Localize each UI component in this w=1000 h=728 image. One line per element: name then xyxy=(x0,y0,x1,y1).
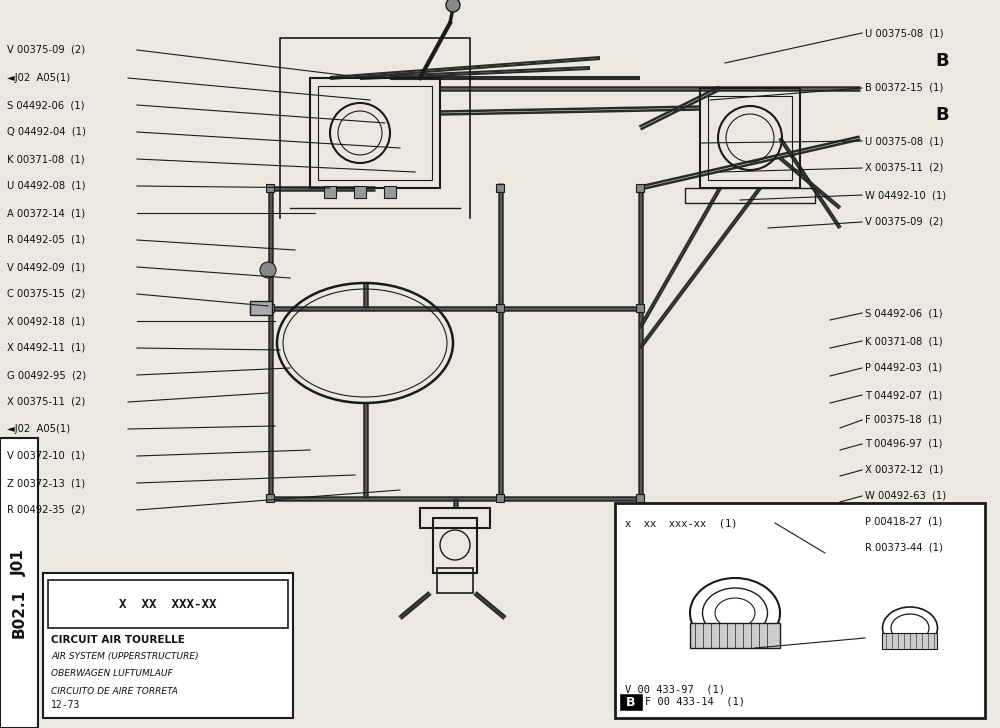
Bar xyxy=(420,508,490,528)
Text: V 00375-09  (2): V 00375-09 (2) xyxy=(865,217,943,227)
Bar xyxy=(700,88,800,188)
Text: V 04492-09  (1): V 04492-09 (1) xyxy=(7,262,85,272)
Text: P 04492-03  (1): P 04492-03 (1) xyxy=(865,363,942,373)
Bar xyxy=(266,184,274,192)
Text: Z 00372-13  (1): Z 00372-13 (1) xyxy=(7,478,85,488)
Bar xyxy=(882,633,937,649)
Text: S 04492-06  (1): S 04492-06 (1) xyxy=(865,308,942,318)
Bar xyxy=(620,694,642,710)
Text: W 00492-63  (1): W 00492-63 (1) xyxy=(865,491,946,501)
Bar xyxy=(636,304,644,312)
Text: K 00371-08  (1): K 00371-08 (1) xyxy=(7,154,85,164)
Bar xyxy=(690,623,780,648)
Text: R 00492-35  (2): R 00492-35 (2) xyxy=(7,505,85,515)
Text: X 00375-11  (2): X 00375-11 (2) xyxy=(7,397,85,407)
Bar xyxy=(354,186,366,198)
Text: J01: J01 xyxy=(12,550,26,577)
Text: CIRCUIT AIR TOURELLE: CIRCUIT AIR TOURELLE xyxy=(51,635,185,645)
Text: U 04492-08  (1): U 04492-08 (1) xyxy=(7,181,86,191)
Circle shape xyxy=(260,262,276,278)
Bar xyxy=(433,518,477,573)
Bar xyxy=(43,573,293,718)
Text: V 00372-10  (1): V 00372-10 (1) xyxy=(7,451,85,461)
Text: U 00375-08  (1): U 00375-08 (1) xyxy=(865,136,944,146)
Text: B: B xyxy=(626,695,636,708)
Text: X 04492-11  (1): X 04492-11 (1) xyxy=(7,343,85,353)
Text: x  xx  xxx-xx  (1): x xx xxx-xx (1) xyxy=(625,518,738,528)
Bar xyxy=(496,494,504,502)
Text: K 00371-08  (1): K 00371-08 (1) xyxy=(865,336,943,346)
Bar xyxy=(615,503,985,718)
Bar xyxy=(318,86,432,180)
Text: V 00 433-97  (1): V 00 433-97 (1) xyxy=(625,685,725,695)
Bar xyxy=(496,304,504,312)
Text: ◄J02  A05(1): ◄J02 A05(1) xyxy=(7,424,70,434)
Text: A 00372-14  (1): A 00372-14 (1) xyxy=(7,208,85,218)
Text: G 00492-95  (2): G 00492-95 (2) xyxy=(7,370,86,380)
Text: S 04492-06  (1): S 04492-06 (1) xyxy=(7,100,84,110)
Bar xyxy=(250,301,272,315)
Text: P 00418-27  (1): P 00418-27 (1) xyxy=(865,517,942,527)
Bar xyxy=(48,580,288,628)
Bar xyxy=(0,438,38,728)
Text: AIR SYSTEM (UPPERSTRUCTURE): AIR SYSTEM (UPPERSTRUCTURE) xyxy=(51,652,199,662)
Text: W 04492-10  (1): W 04492-10 (1) xyxy=(865,190,946,200)
Text: T 00496-97  (1): T 00496-97 (1) xyxy=(865,439,942,449)
Text: OBERWAGEN LUFTUMLAUF: OBERWAGEN LUFTUMLAUF xyxy=(51,670,173,678)
Text: B 00372-15  (1): B 00372-15 (1) xyxy=(865,83,943,93)
Bar xyxy=(437,568,473,593)
Text: X  XX  XXX-XX: X XX XXX-XX xyxy=(119,598,217,611)
Text: Q 04492-04  (1): Q 04492-04 (1) xyxy=(7,127,86,137)
Bar xyxy=(685,188,815,203)
Text: X 00372-12  (1): X 00372-12 (1) xyxy=(865,465,943,475)
Bar xyxy=(324,186,336,198)
Bar xyxy=(708,96,792,180)
Bar xyxy=(310,78,440,188)
Text: T 04492-07  (1): T 04492-07 (1) xyxy=(865,390,942,400)
Bar xyxy=(384,186,396,198)
Circle shape xyxy=(446,0,460,12)
Text: B: B xyxy=(935,106,949,124)
Text: 12-73: 12-73 xyxy=(51,700,80,710)
Text: ◄J02  A05(1): ◄J02 A05(1) xyxy=(7,73,70,83)
Text: X 00492-18  (1): X 00492-18 (1) xyxy=(7,316,85,326)
Bar xyxy=(636,184,644,192)
Text: C 00375-15  (2): C 00375-15 (2) xyxy=(7,289,85,299)
Bar xyxy=(496,184,504,192)
Bar xyxy=(636,494,644,502)
Text: F 00375-18  (1): F 00375-18 (1) xyxy=(865,415,942,425)
Text: V 00375-09  (2): V 00375-09 (2) xyxy=(7,45,85,55)
Text: R 04492-05  (1): R 04492-05 (1) xyxy=(7,235,85,245)
Text: CIRCUITO DE AIRE TORRETA: CIRCUITO DE AIRE TORRETA xyxy=(51,687,178,695)
Text: U 00375-08  (1): U 00375-08 (1) xyxy=(865,28,944,38)
Text: R 00373-44  (1): R 00373-44 (1) xyxy=(865,543,943,553)
Text: X 00375-11  (2): X 00375-11 (2) xyxy=(865,163,943,173)
Bar xyxy=(266,304,274,312)
Bar xyxy=(266,494,274,502)
Text: B: B xyxy=(935,52,949,70)
Text: B02.1: B02.1 xyxy=(11,588,26,638)
Text: F 00 433-14  (1): F 00 433-14 (1) xyxy=(645,697,745,707)
